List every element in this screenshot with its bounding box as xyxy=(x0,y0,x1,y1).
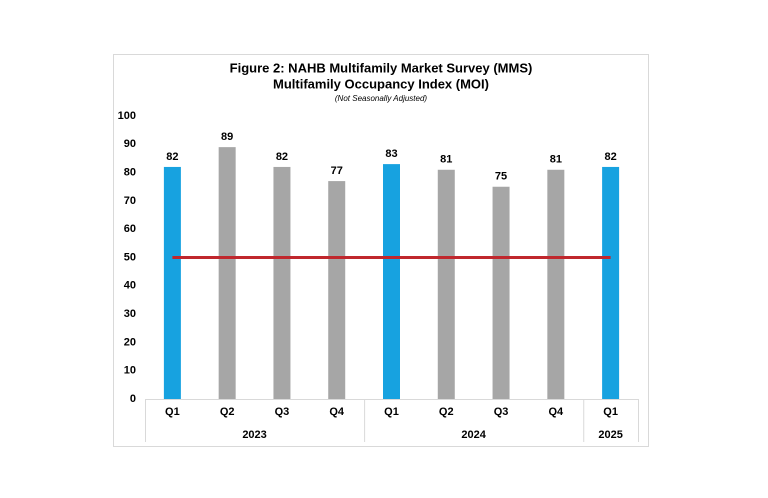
value-label: 75 xyxy=(495,171,507,183)
bar xyxy=(328,181,346,399)
group-label: 2023 xyxy=(242,429,266,441)
group-label: 2025 xyxy=(598,429,622,441)
value-label: 81 xyxy=(440,154,452,166)
y-tick-label: 40 xyxy=(124,280,136,292)
chart-subtitle: Multifamily Occupancy Index (MOI) xyxy=(273,76,489,91)
bar xyxy=(492,186,510,399)
x-tick-label: Q1 xyxy=(165,406,180,418)
x-tick-label: Q4 xyxy=(548,406,564,418)
y-tick-label: 0 xyxy=(130,393,136,405)
value-label: 81 xyxy=(550,154,562,166)
y-tick-label: 30 xyxy=(124,308,136,320)
bar xyxy=(273,166,291,399)
y-tick-label: 80 xyxy=(124,167,136,179)
bar xyxy=(383,164,400,399)
y-tick-label: 90 xyxy=(124,138,136,150)
x-tick-label: Q2 xyxy=(439,406,454,418)
chart-title: Figure 2: NAHB Multifamily Market Survey… xyxy=(230,60,533,75)
x-tick-label: Q1 xyxy=(603,406,618,418)
group-label: 2024 xyxy=(461,429,486,441)
x-tick-label: Q3 xyxy=(275,406,290,418)
value-label: 83 xyxy=(385,148,397,160)
value-label: 82 xyxy=(166,151,178,163)
bar xyxy=(218,147,236,399)
y-tick-label: 10 xyxy=(124,365,136,377)
y-tick-label: 20 xyxy=(124,336,136,348)
bar xyxy=(437,169,455,399)
y-tick-label: 70 xyxy=(124,195,136,207)
y-tick-label: 50 xyxy=(124,251,136,263)
y-tick-label: 100 xyxy=(118,110,136,122)
value-label: 77 xyxy=(331,165,343,177)
bar xyxy=(602,166,620,399)
value-label: 82 xyxy=(276,151,288,163)
y-tick-label: 60 xyxy=(124,223,136,235)
value-label: 89 xyxy=(221,131,233,143)
x-tick-label: Q4 xyxy=(329,406,345,418)
bar xyxy=(547,169,565,399)
x-tick-label: Q3 xyxy=(494,406,509,418)
value-label: 82 xyxy=(604,151,616,163)
chart-note: (Not Seasonally Adjusted) xyxy=(335,94,428,103)
x-tick-label: Q1 xyxy=(384,406,399,418)
x-tick-label: Q2 xyxy=(220,406,235,418)
chart-frame xyxy=(113,54,649,447)
bar xyxy=(163,166,181,399)
